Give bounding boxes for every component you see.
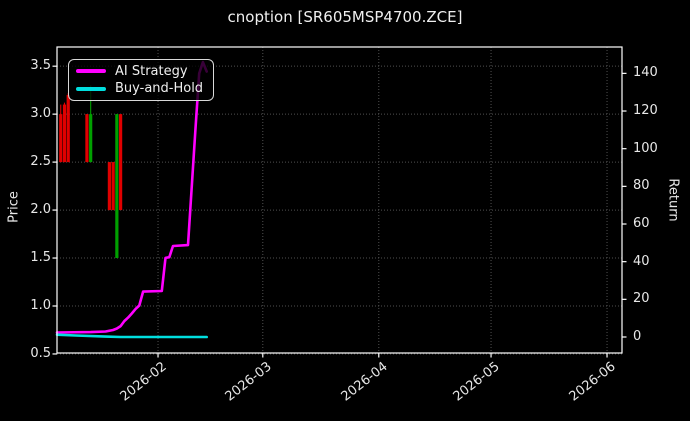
y-tick-label-return: 140	[633, 65, 658, 81]
axis-frame	[56, 46, 623, 354]
y-tick-label-price: 1.0	[30, 297, 51, 313]
y-tick-label-price: 3.5	[30, 58, 51, 74]
y-tick-label-return: 120	[633, 103, 658, 119]
candlestick	[119, 114, 123, 211]
candlestick	[111, 162, 115, 211]
candlestick	[66, 94, 70, 163]
y-tick-label-price: 2.5	[30, 154, 51, 170]
candlestick	[59, 114, 63, 163]
legend-line-sample-magenta	[76, 69, 106, 73]
y-tick-label-price: 0.5	[30, 345, 51, 361]
candlestick	[62, 104, 67, 163]
y-tick-label-return: 60	[633, 216, 650, 231]
legend-item-ai-strategy: AI Strategy	[76, 64, 206, 79]
y-tick-label-return: 40	[633, 253, 650, 269]
y-tick-label-return: 80	[633, 178, 650, 194]
candlestick	[115, 114, 119, 259]
series-line-buy-and-hold	[55, 333, 208, 339]
y-tick-label-price: 2.0	[30, 202, 51, 218]
series-line-ai-strategy	[55, 60, 208, 334]
y-tick-label-return: 100	[633, 140, 658, 156]
legend: AI Strategy Buy-and-Hold	[68, 59, 214, 101]
legend-line-sample-cyan	[76, 87, 106, 91]
candlestick	[107, 162, 111, 211]
candlestick	[85, 114, 89, 163]
y-tick-label-return: 0	[633, 328, 642, 344]
y-tick-label-price: 1.5	[30, 250, 51, 266]
candlestick	[89, 114, 93, 163]
legend-label: AI Strategy	[115, 63, 188, 79]
legend-item-buy-and-hold: Buy-and-Hold	[76, 81, 206, 96]
legend-label: Buy-and-Hold	[115, 81, 204, 97]
y-tick-label-return: 20	[633, 291, 650, 307]
y-axis-label-return: Return	[665, 178, 681, 222]
y-tick-label-price: 3.0	[30, 106, 51, 122]
chart-title: cnoption [SR605MSP4700.ZCE]	[227, 8, 463, 26]
